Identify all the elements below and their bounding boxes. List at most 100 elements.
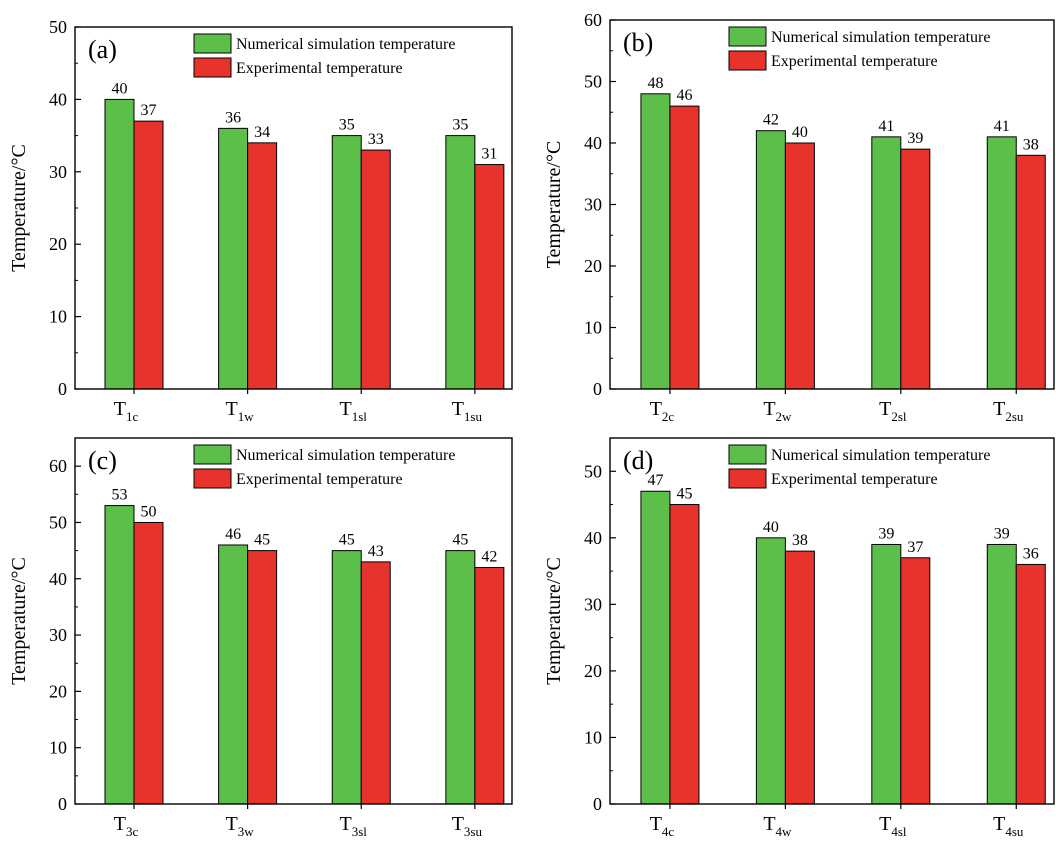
legend-swatch-experimental	[193, 57, 232, 78]
bar-value-label: 35	[339, 117, 355, 134]
panel-label: (c)	[88, 446, 117, 475]
bar-simulation-1w	[218, 127, 249, 390]
bar-experimental-3c	[133, 521, 164, 805]
bar-experimental-4sl	[900, 557, 931, 805]
legend-label: Experimental temperature	[236, 60, 403, 77]
category-label: T2su	[993, 398, 1024, 424]
category-label: T4su	[993, 813, 1024, 839]
y-tick-label: 30	[49, 625, 67, 645]
bar-experimental-1sl	[360, 149, 391, 390]
bar-experimental-3su	[474, 567, 505, 805]
category-label: T1c	[114, 398, 139, 424]
bar-value-label: 39	[907, 130, 923, 147]
legend-swatch-simulation	[728, 26, 767, 47]
category-label: T2w	[763, 398, 792, 424]
y-tick-label: 10	[584, 727, 602, 747]
legend-label: Experimental temperature	[236, 471, 403, 488]
panel-label: (b)	[623, 28, 653, 57]
bar-value-label: 39	[878, 525, 894, 542]
bar-value-label: 33	[368, 131, 384, 148]
bar-simulation-3w	[218, 544, 249, 805]
y-tick-label: 30	[584, 594, 602, 614]
y-tick-label: 30	[49, 162, 67, 182]
category-label: T4sl	[879, 813, 907, 839]
category-label: T4w	[763, 813, 792, 839]
bar-value-label: 36	[1023, 545, 1039, 562]
category-label: T1sl	[340, 398, 368, 424]
bar-value-label: 37	[907, 539, 923, 556]
y-tick-label: 40	[49, 89, 67, 109]
bar-experimental-1su	[474, 164, 505, 390]
y-tick-label: 60	[49, 456, 67, 476]
bar-simulation-2su	[986, 136, 1017, 390]
bar-simulation-4sl	[871, 543, 902, 805]
chart-panel-3: 53 50 T3c 46 45 T3w 45 43 T3sl 45 42 T3su 0 10 20 30 40 5…	[8, 437, 513, 839]
y-tick-label: 60	[584, 10, 602, 30]
plot-frame	[609, 437, 1055, 805]
chart-panel-4: 47 45 T4c 40 38 T4w 39 37 T4sl 39 36 T4su 0 10 20 30 40 5…	[543, 437, 1055, 839]
y-tick-label: 50	[49, 17, 67, 37]
bar-experimental-3w	[247, 550, 278, 805]
bar-experimental-2c	[669, 105, 700, 390]
bar-simulation-2w	[755, 130, 786, 390]
y-tick-label: 50	[584, 72, 602, 92]
bar-simulation-2sl	[871, 136, 902, 390]
y-tick-label: 10	[584, 318, 602, 338]
y-tick-label: 10	[49, 738, 67, 758]
plot-frame	[74, 437, 513, 805]
bar-value-label: 53	[111, 487, 127, 504]
bar-value-label: 45	[254, 532, 270, 549]
y-axis-title: Temperature/°C	[8, 557, 30, 685]
bar-experimental-3sl	[360, 561, 391, 805]
y-tick-label: 20	[584, 256, 602, 276]
bar-value-label: 43	[368, 543, 384, 560]
bar-value-label: 34	[254, 124, 270, 141]
bar-simulation-1c	[104, 98, 135, 390]
y-tick-label: 20	[49, 234, 67, 254]
panel-label: (d)	[623, 446, 653, 475]
y-tick-label: 50	[584, 461, 602, 481]
category-label: T3w	[226, 813, 255, 839]
category-label: T1su	[452, 398, 483, 424]
y-tick-label: 40	[49, 569, 67, 589]
bar-experimental-4w	[784, 550, 815, 805]
bar-value-label: 45	[676, 486, 692, 503]
y-axis-title: Temperature/°C	[543, 141, 565, 269]
bar-value-label: 31	[481, 146, 497, 163]
panel-label: (a)	[88, 35, 117, 64]
bar-simulation-3su	[445, 550, 476, 805]
bar-value-label: 37	[140, 102, 156, 119]
y-tick-label: 20	[584, 661, 602, 681]
bar-simulation-3sl	[331, 550, 362, 805]
legend-label: Experimental temperature	[771, 53, 938, 70]
legend-label: Numerical simulation temperature	[236, 36, 455, 53]
y-tick-label: 10	[49, 307, 67, 327]
bar-value-label: 47	[647, 472, 663, 489]
y-tick-label: 30	[584, 195, 602, 215]
bar-value-label: 46	[225, 526, 241, 543]
bar-simulation-4su	[986, 543, 1017, 805]
legend-label: Numerical simulation temperature	[236, 447, 455, 464]
y-tick-label: 0	[58, 379, 67, 399]
bar-simulation-2c	[640, 93, 671, 390]
legend-swatch-experimental	[728, 468, 767, 489]
bar-value-label: 36	[225, 109, 241, 126]
bar-value-label: 50	[140, 503, 156, 520]
bar-experimental-2su	[1015, 154, 1046, 390]
bar-value-label: 41	[994, 118, 1010, 135]
legend-swatch-simulation	[728, 444, 767, 465]
y-axis-title: Temperature/°C	[8, 144, 30, 272]
y-tick-label: 0	[58, 794, 67, 814]
legend-swatch-experimental	[193, 468, 232, 489]
bar-value-label: 45	[452, 532, 468, 549]
legend-label: Experimental temperature	[771, 471, 938, 488]
chart-panel-1: 40 37 T1c 36 34 T1w 35 33 T1sl 35 31 T1su 0 10 20 30 40 5…	[8, 17, 513, 424]
bar-value-label: 41	[878, 118, 894, 135]
bar-simulation-4w	[755, 537, 786, 805]
legend-label: Numerical simulation temperature	[771, 447, 990, 464]
y-tick-label: 0	[593, 379, 602, 399]
chart-panel-2: 48 46 T2c 42 40 T2w 41 39 T2sl 41 38 T2su 0 10 20 30 40 5…	[543, 10, 1055, 424]
legend-swatch-simulation	[193, 33, 232, 54]
bar-value-label: 38	[792, 532, 808, 549]
